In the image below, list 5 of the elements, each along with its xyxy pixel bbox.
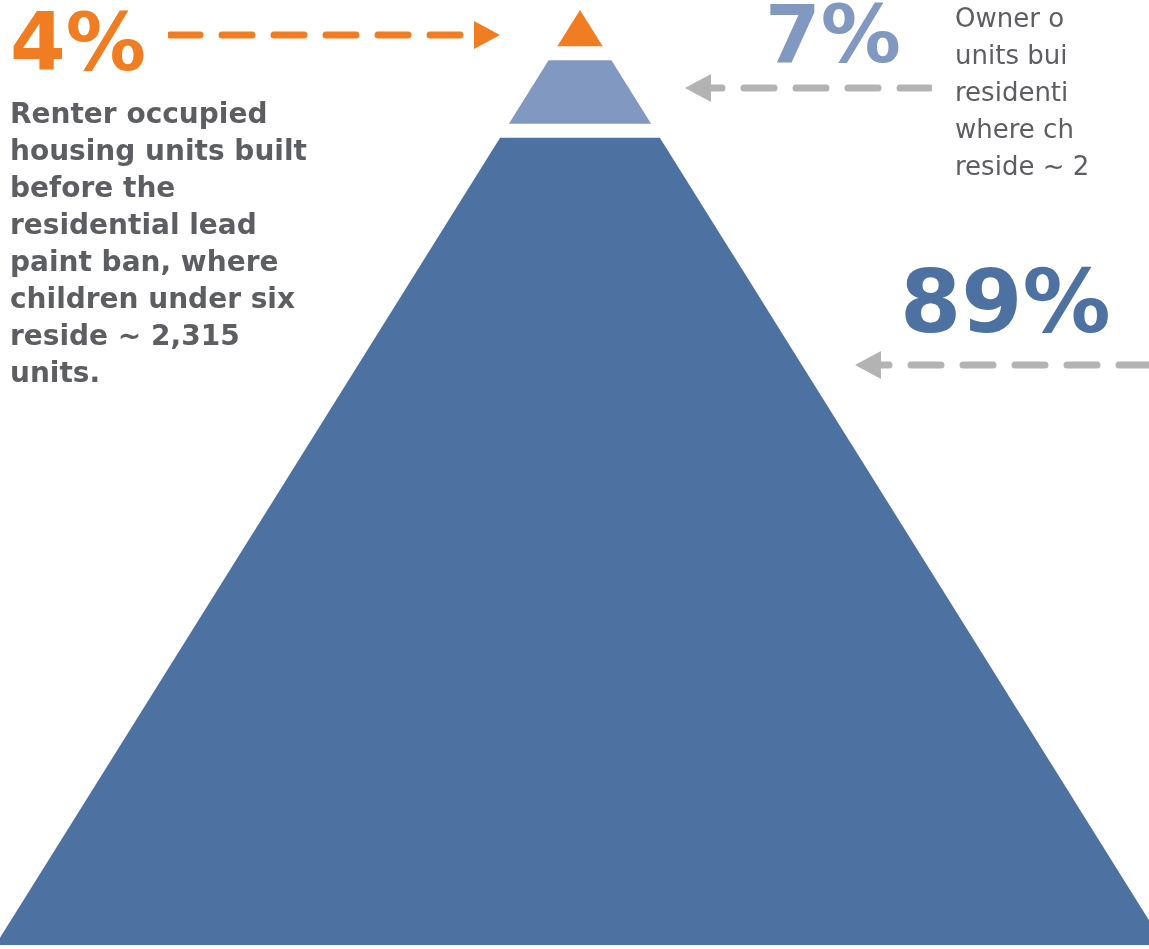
category-label: Owner o units bui residenti where ch reside ~ 2 xyxy=(955,2,1091,183)
data-label: 4% xyxy=(10,0,146,89)
data-label: 89% xyxy=(900,250,1111,353)
category-label: Renter occupied housing units built before the residential lead paint ban, where children under six reside ~ 2,315 units. xyxy=(10,96,308,391)
data-label: 7% xyxy=(765,0,901,81)
